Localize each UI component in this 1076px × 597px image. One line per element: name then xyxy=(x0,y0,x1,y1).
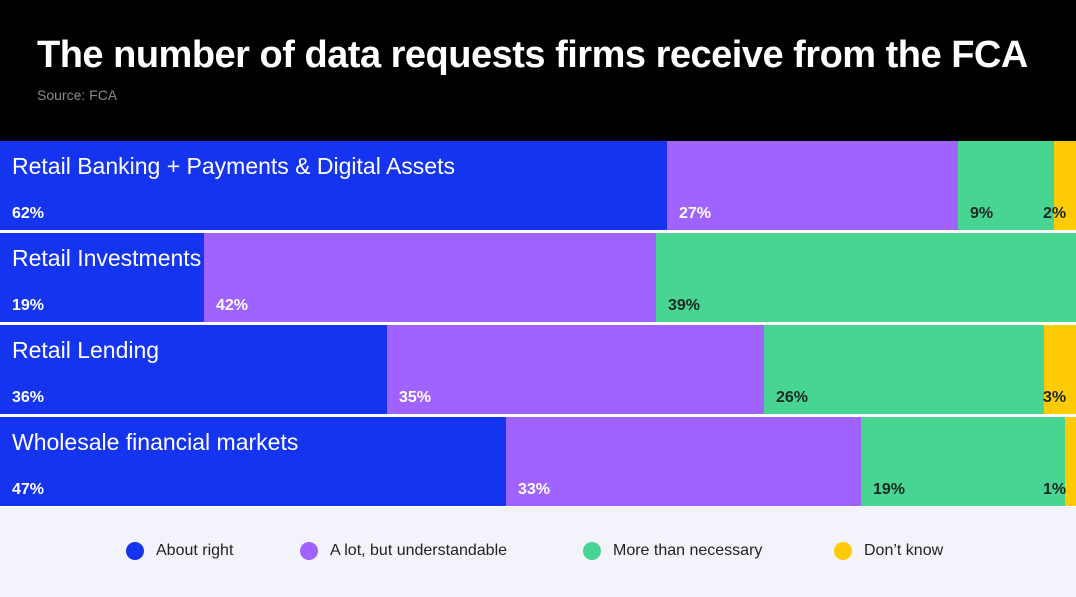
data-label: 2% xyxy=(1043,205,1067,222)
legend-dot-icon xyxy=(583,542,601,560)
bar-row: 19% 42% 39% Retail Investments xyxy=(0,233,1076,322)
data-label: 26% xyxy=(776,389,809,406)
legend-dot-icon xyxy=(834,542,852,560)
bar-row: 47% 33% 19% 1% Wholesale financial markets xyxy=(0,417,1076,506)
bar-segment xyxy=(1054,141,1076,230)
category-label: Retail Banking + Payments & Digital Asse… xyxy=(12,153,455,179)
data-label: 27% xyxy=(679,205,712,222)
bar-segment xyxy=(1044,325,1076,414)
category-label: Retail Lending xyxy=(12,337,160,363)
bar-segment xyxy=(958,141,1054,230)
bar-row: 36% 35% 26% 3% Retail Lending xyxy=(0,325,1076,414)
legend-item: Don’t know xyxy=(834,542,943,560)
bar-segment xyxy=(1065,417,1076,506)
category-label: Retail Investments xyxy=(12,245,202,271)
data-label: 62% xyxy=(12,205,45,222)
chart-source: Source: FCA xyxy=(37,87,118,103)
bar-segment xyxy=(861,417,1065,506)
data-label: 19% xyxy=(873,481,906,498)
bar-segment xyxy=(0,141,667,230)
bar-segment xyxy=(0,417,506,506)
category-label: Wholesale financial markets xyxy=(12,429,299,455)
legend: About right A lot, but understandable More… xyxy=(0,530,1076,574)
bar-segment xyxy=(506,417,861,506)
bar-row: 62% 27% 9% 2% Retail Banking + Payments & Di… xyxy=(0,141,1076,230)
bar-segment xyxy=(656,233,1076,322)
data-label: 47% xyxy=(12,481,45,498)
legend-item: More than necessary xyxy=(583,542,762,560)
data-label: 42% xyxy=(216,297,249,314)
data-label: 33% xyxy=(518,481,551,498)
bar-segment xyxy=(667,141,958,230)
legend-item: A lot, but understandable xyxy=(300,542,507,560)
stacked-bar-chart: 62% 27% 9% 2% Retail Banking + Payments & Di… xyxy=(0,141,1076,507)
data-label: 1% xyxy=(1043,481,1067,498)
chart-header: The number of data requests firms receiv… xyxy=(0,0,1076,141)
legend-item: About right xyxy=(126,542,233,560)
data-label: 9% xyxy=(970,205,994,222)
bar-segment xyxy=(764,325,1044,414)
data-label: 19% xyxy=(12,297,45,314)
data-label: 3% xyxy=(1043,389,1067,406)
chart-title: The number of data requests firms receiv… xyxy=(37,34,1028,76)
data-label: 39% xyxy=(668,297,701,314)
bar-segment xyxy=(0,325,387,414)
legend-dot-icon xyxy=(126,542,144,560)
bar-segment xyxy=(387,325,764,414)
legend-label: More than necessary xyxy=(613,542,763,559)
data-label: 36% xyxy=(12,389,45,406)
legend-label: About right xyxy=(156,542,234,559)
bar-segment xyxy=(204,233,656,322)
data-label: 35% xyxy=(399,389,432,406)
legend-dot-icon xyxy=(300,542,318,560)
bar-segment xyxy=(0,233,204,322)
legend-label: A lot, but understandable xyxy=(330,542,508,559)
legend-label: Don’t know xyxy=(864,542,944,559)
